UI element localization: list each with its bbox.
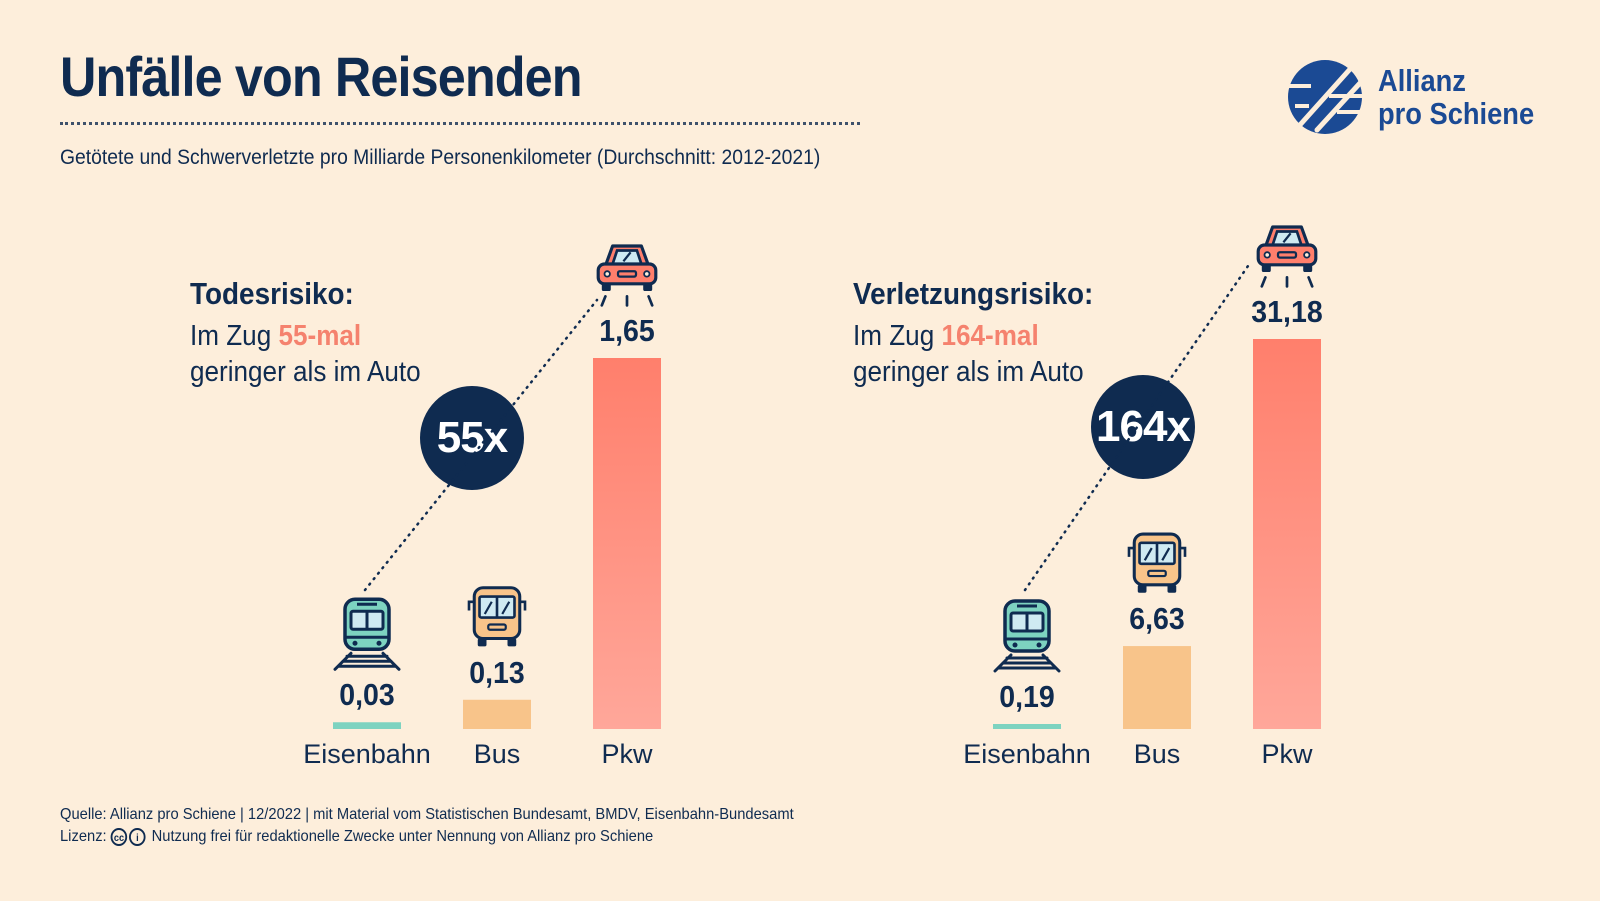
panel-2-line-2: geringer als im Auto [853,356,1084,388]
chart-1-bar-pkw [593,358,661,729]
title-divider [60,122,860,125]
panel-1-line-2: geringer als im Auto [190,356,421,388]
chart-2-value-eisenbahn: 0,19 [999,679,1055,714]
panel-1-line-1: Im Zug 55-mal [190,320,361,353]
panel-2-highlight: 164-mal [941,320,1039,352]
panel-1-line-1-prefix: Im Zug [190,320,279,352]
chart-1-value-bus: 0,13 [469,654,525,690]
chart-1-connector [363,298,599,592]
chart-2 [993,225,1321,729]
panel-2-heading: Verletzungsrisiko: [853,276,1094,311]
chart-1-bar-eisenbahn [333,722,401,729]
panel-2-line-1-prefix: Im Zug [853,320,942,352]
chart-2-bus-icon [1127,532,1187,595]
logo-text: Allianz pro Schiene [1378,64,1534,130]
chart-2-value-pkw: 31,18 [1251,294,1323,329]
chart-2-bar-pkw [1253,339,1321,729]
chart-2-category-bus: Bus [1133,739,1181,769]
panel-1-highlight: 55-mal [278,320,362,352]
chart-1-value-eisenbahn: 0,03 [339,677,395,713]
chart-2-category-pkw: Pkw [1261,739,1313,769]
license-label: Lizenz: [60,828,107,845]
panel-1-heading: Todesrisiko: [190,276,354,311]
cc-by-icon: i [129,827,146,846]
chart-2-value-bus: 6,63 [1129,601,1185,637]
chart-1-category-eisenbahn: Eisenbahn [303,739,431,769]
chart-1 [333,244,661,729]
panel-2-line-1: Im Zug 164-mal [853,320,1039,353]
chart-1-train-icon [333,597,401,672]
chart-2-connector [1023,264,1250,592]
chart-1-bar-bus [463,699,531,729]
chart-1-category-bus: Bus [473,739,521,769]
chart-2-bar-eisenbahn [993,724,1061,729]
chart-2-bar-bus [1123,646,1191,729]
page-title: Unfälle von Reisenden [60,45,583,108]
license-line: Lizenz: cc i Nutzung frei für redaktionel… [60,826,794,848]
panel-1-factor-badge: 55x [420,386,524,490]
chart-1-car-icon [596,244,658,307]
chart-2-car-icon [1256,225,1318,288]
chart-2-train-icon [993,599,1061,673]
footer: Quelle: Allianz pro Schiene | 12/2022 | … [60,804,794,848]
logo-line-2: pro Schiene [1378,96,1535,131]
panel-2-factor-badge: 164x [1091,375,1195,479]
cc-icon: cc [110,827,128,846]
page-subtitle: Getötete und Schwerverletzte pro Milliar… [60,146,821,169]
chart-1-value-pkw: 1,65 [599,313,655,348]
logo-line-1: Allianz [1378,63,1466,98]
chart-2-category-eisenbahn: Eisenbahn [963,739,1091,769]
license-text: Nutzung frei für redaktionelle Zwecke un… [151,828,654,845]
chart-1-category-pkw: Pkw [601,739,653,769]
allianz-logo-icon [1288,60,1365,134]
source-text: Quelle: Allianz pro Schiene | 12/2022 | … [60,806,794,823]
chart-1-bus-icon [467,586,527,648]
